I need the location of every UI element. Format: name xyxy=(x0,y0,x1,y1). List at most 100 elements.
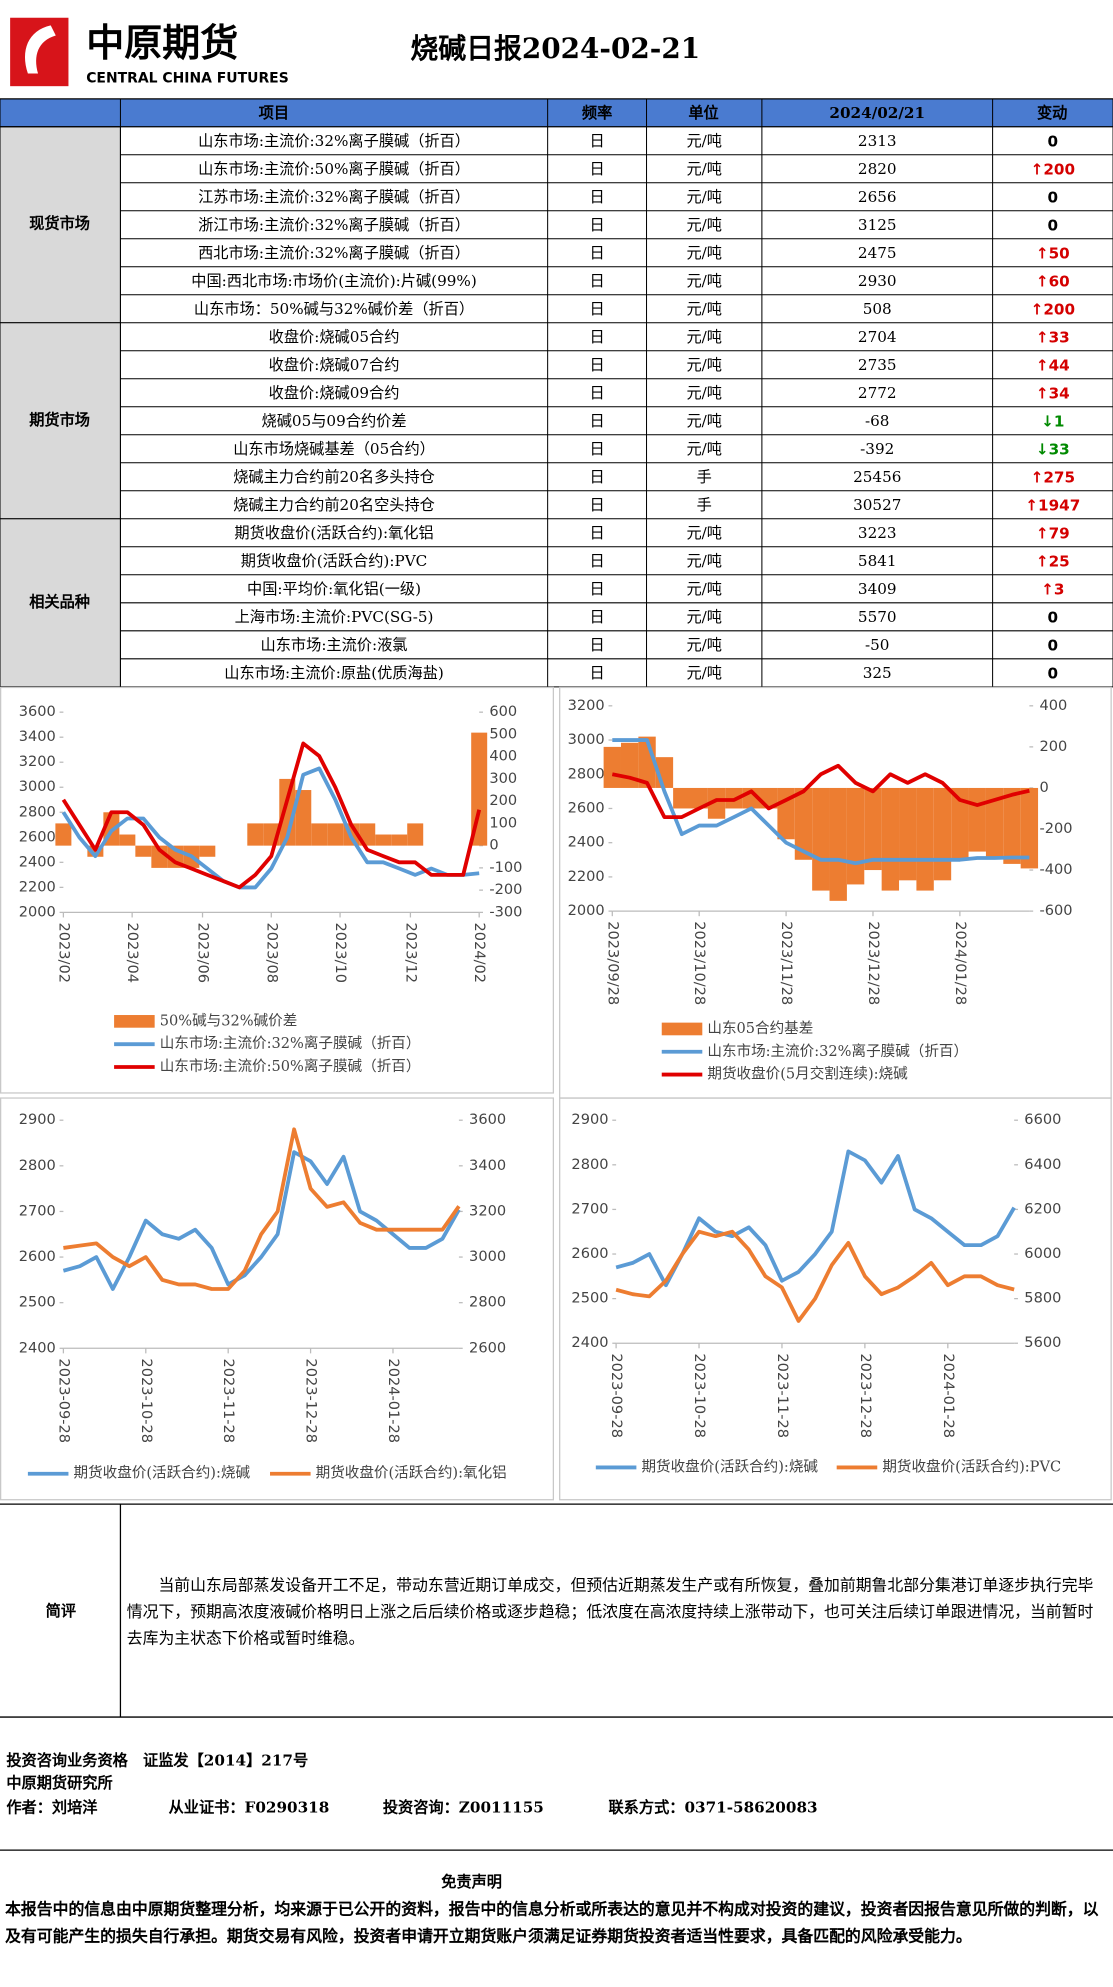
table-cell: 元/吨 xyxy=(686,216,722,234)
area-bar xyxy=(690,787,708,809)
legend-label: 山东市场:主流价:32%离子膜碱（折百） xyxy=(160,1035,421,1052)
area-bar xyxy=(391,834,408,846)
legend-label: 期货收盘价(活跃合约):PVC xyxy=(882,1457,1061,1475)
x-tick-label: 2024-01-28 xyxy=(940,1353,957,1438)
table-cell: 2313 xyxy=(858,132,897,150)
y2-tick-label: 6200 xyxy=(1024,1200,1061,1217)
y2-tick-label: 0 xyxy=(1040,779,1049,796)
footer-text: 作者：刘培洋 xyxy=(6,1798,97,1816)
table-cell: 5570 xyxy=(858,608,897,626)
y2-tick-label: -300 xyxy=(489,903,522,920)
y-tick-label: 2200 xyxy=(19,878,56,895)
table-cell: 山东市场:主流价:原盐(优质海盐) xyxy=(224,664,444,682)
area-bar xyxy=(135,845,152,857)
table-cell: 元/吨 xyxy=(686,664,722,682)
change-cell: ↑60 xyxy=(1036,273,1070,291)
change-cell: ↑200 xyxy=(1031,301,1075,319)
table-cell: 3125 xyxy=(858,216,897,234)
footer-text: 联系方式：0371-58620083 xyxy=(608,1798,817,1816)
table-cell: 元/吨 xyxy=(686,552,722,570)
group-label: 相关品种 xyxy=(29,593,90,611)
area-bar xyxy=(916,787,934,891)
change-cell: ↑33 xyxy=(1036,329,1070,347)
y2-tick-label: 3400 xyxy=(469,1157,506,1174)
table-cell: 山东市场：50%碱与32%碱价差（折百） xyxy=(194,300,474,318)
y-tick-label: 2500 xyxy=(19,1294,56,1311)
y2-tick-label: 100 xyxy=(489,814,517,831)
y2-tick-label: 6600 xyxy=(1024,1111,1061,1128)
logo xyxy=(10,17,69,87)
legend-swatch xyxy=(114,1015,155,1028)
area-bar xyxy=(471,732,488,846)
y2-tick-label: 3600 xyxy=(469,1111,506,1128)
footer-text: 从业证书：F0290318 xyxy=(169,1798,330,1816)
x-tick-label: 2023-09-28 xyxy=(608,1353,625,1438)
y-tick-label: 2400 xyxy=(19,1339,56,1356)
area-bar xyxy=(951,787,969,860)
x-tick-label: 2023/10/28 xyxy=(691,921,708,1005)
y-tick-label: 2800 xyxy=(19,803,56,820)
table-cell: 2820 xyxy=(858,160,897,178)
table-cell: 山东市场:主流价:32%离子膜碱（折百） xyxy=(198,132,470,150)
group-cell xyxy=(0,126,121,324)
table-cell: 日 xyxy=(589,664,604,682)
change-cell: 0 xyxy=(1048,189,1059,207)
table-cell: 3409 xyxy=(858,580,897,598)
y-tick-label: 2800 xyxy=(571,1156,608,1173)
y-tick-label: 3000 xyxy=(19,778,56,795)
area-bar xyxy=(199,845,216,857)
x-tick-label: 2023-10-28 xyxy=(691,1353,708,1438)
table-cell: 日 xyxy=(589,496,604,514)
y-tick-label: 2000 xyxy=(568,902,605,919)
chart-frame xyxy=(0,686,554,1094)
comment-text: 当前山东局部蒸发设备开工不足，带动东营近期订单成交，但预估近期蒸发生产或有所恢复… xyxy=(126,1575,1094,1648)
y-tick-label: 2900 xyxy=(571,1111,608,1128)
table-cell: 30527 xyxy=(853,496,901,514)
x-tick-label: 2024/02 xyxy=(471,923,488,983)
group-cell xyxy=(0,322,121,520)
disclaimer-text: 本报告中的信息由中原期货整理分析，均来源于已公开的资料，报告中的信息分析或所表达… xyxy=(5,1899,1099,1946)
y-tick-label: 2000 xyxy=(19,903,56,920)
y2-tick-label: 3200 xyxy=(469,1202,506,1219)
x-tick-label: 2023/11/28 xyxy=(778,921,795,1005)
y-tick-label: 2700 xyxy=(19,1202,56,1219)
footer-text: 投资咨询：Z0011155 xyxy=(383,1798,544,1816)
change-cell: 0 xyxy=(1048,217,1059,235)
change-cell: ↑44 xyxy=(1036,357,1070,375)
table-cell: 山东市场烧碱基差（05合约） xyxy=(233,440,435,458)
table-cell: 元/吨 xyxy=(686,132,722,150)
y-tick-label: 3000 xyxy=(568,731,605,748)
table-cell: 元/吨 xyxy=(686,440,722,458)
table-cell: 日 xyxy=(589,300,604,318)
table-cell: 元/吨 xyxy=(686,636,722,654)
series-line xyxy=(61,741,482,890)
change-cell: 0 xyxy=(1048,609,1059,627)
area-bar xyxy=(327,823,344,846)
brand: 中原期货 xyxy=(86,21,238,65)
table-cell: 元/吨 xyxy=(686,328,722,346)
column-header: 变动 xyxy=(1037,104,1067,122)
table-cell: 西北市场:主流价:32%离子膜碱（折百） xyxy=(198,244,470,262)
y-tick-label: 2600 xyxy=(571,1245,608,1262)
y2-tick-label: -200 xyxy=(1040,820,1073,837)
x-tick-label: 2024/01/28 xyxy=(952,921,969,1005)
change-cell: 0 xyxy=(1048,665,1059,683)
area-bar xyxy=(899,787,917,881)
table-cell: 日 xyxy=(589,188,604,206)
x-tick-label: 2023/02 xyxy=(55,923,72,983)
table-cell: 日 xyxy=(589,132,604,150)
y-tick-label: 2400 xyxy=(571,1334,608,1351)
area-bar xyxy=(985,787,1004,858)
area-bar xyxy=(603,746,621,788)
area-bar xyxy=(864,787,882,871)
area-bar xyxy=(247,823,264,846)
table-cell: 日 xyxy=(589,412,604,430)
y2-tick-label: -600 xyxy=(1040,902,1073,919)
table-cell: 2656 xyxy=(858,188,897,206)
x-tick-label: 2023-11-28 xyxy=(220,1358,237,1443)
report-title: 烧碱日报2024-02-21 xyxy=(410,32,700,65)
table-cell: 日 xyxy=(589,524,604,542)
group-label: 期货市场 xyxy=(29,411,90,429)
change-cell: 0 xyxy=(1048,637,1059,655)
table-cell: 收盘价:烧碱05合约 xyxy=(269,328,400,346)
